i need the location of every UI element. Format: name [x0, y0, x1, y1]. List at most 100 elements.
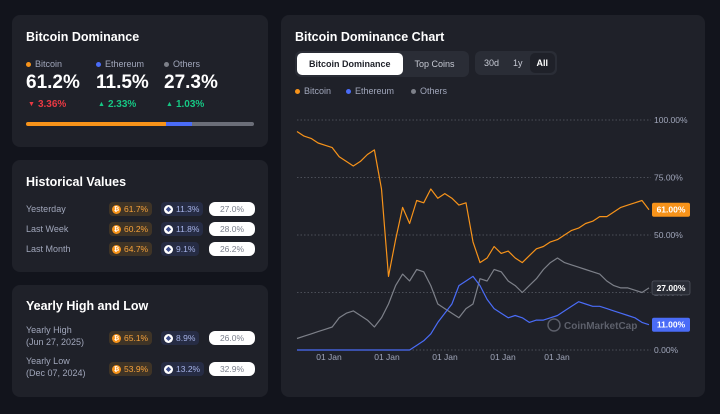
others-badge-value: 26.2% — [219, 244, 245, 254]
dominance-title: Bitcoin Dominance — [26, 30, 140, 44]
legend-ethereum: Ethereum — [96, 59, 144, 69]
dominance-bar — [26, 122, 254, 126]
others-change: ▲ 1.03% — [166, 99, 204, 110]
btc-badge: ₿ 61.7% — [109, 202, 153, 216]
btc-badge-value: 65.1% — [124, 333, 149, 343]
historical-row-label: Last Week — [26, 224, 69, 234]
eth-badge: ◆ 13.2% — [161, 362, 205, 376]
btc-badge-value: 64.7% — [124, 244, 149, 254]
ethereum-dot-icon — [346, 88, 351, 94]
chart-legend-ethereum: Ethereum — [346, 86, 394, 96]
others-badge-value: 26.0% — [219, 333, 245, 343]
others-badge-value: 32.9% — [219, 364, 245, 374]
x-tick-label: 01 Jan — [374, 352, 400, 362]
historical-row-label: Last Month — [26, 244, 71, 254]
series-line-others — [296, 257, 650, 340]
legend-bitcoin: Bitcoin — [26, 59, 62, 69]
y-tick-label: 0.00% — [654, 345, 679, 355]
eth-badge-value: 11.3% — [176, 204, 200, 214]
current-value-box — [651, 280, 691, 296]
ethereum-icon: ◆ — [164, 333, 173, 343]
current-value-box — [652, 317, 690, 332]
ethereum-icon: ◆ — [164, 364, 173, 374]
chart-legend-bitcoin: Bitcoin — [295, 86, 331, 96]
yearly-row-date: (Dec 07, 2024) — [26, 368, 86, 378]
others-dot-icon — [411, 88, 416, 94]
series-line-ethereum — [297, 275, 650, 351]
chart-legend-ethereum-label: Ethereum — [355, 86, 395, 96]
others-dot-icon — [164, 61, 169, 67]
bitcoin-icon: ₿ — [112, 364, 121, 374]
range-30d[interactable]: 30d — [484, 58, 500, 68]
bitcoin-icon: ₿ — [112, 244, 121, 254]
current-value-label-others: 27.00% — [651, 280, 691, 296]
btc-badge: ₿ 65.1% — [109, 331, 153, 345]
eth-badge-value: 8.9% — [176, 333, 196, 343]
eth-badge-value: 9.1% — [176, 244, 196, 254]
historical-panel: Historical Values Yesterday ₿ 61.7% ◆ 11.3% 2… — [12, 160, 268, 272]
legend-others: Others — [164, 59, 200, 69]
btc-badge: ₿ 60.2% — [109, 222, 153, 236]
eth-badge: ◆ 9.1% — [161, 242, 200, 256]
chart-legend-others: Others — [411, 86, 447, 96]
chart-tabs: Bitcoin Dominance Top Coins — [295, 51, 469, 77]
current-value-text: 11.00% — [657, 320, 686, 330]
tab-top-coins[interactable]: Top Coins — [414, 59, 455, 69]
dominance-bar-others — [191, 122, 254, 126]
others-badge-value: 27.0% — [219, 204, 245, 214]
coinmarketcap-logo-icon — [547, 318, 561, 332]
range-1y[interactable]: 1y — [513, 58, 523, 68]
watermark-text: CoinMarketCap — [564, 321, 637, 332]
bitcoin-icon: ₿ — [112, 224, 121, 234]
ethereum-change: ▲ 2.33% — [98, 99, 136, 110]
chart-title: Bitcoin Dominance Chart — [295, 30, 445, 44]
others-badge: 26.0% — [209, 331, 255, 345]
others-badge: 32.9% — [209, 362, 255, 376]
bitcoin-dot-icon — [295, 88, 300, 94]
triangle-down-icon: ▼ — [28, 101, 35, 108]
tab-bitcoin-dominance[interactable]: Bitcoin Dominance — [297, 53, 403, 75]
bitcoin-change-value: 3.36% — [37, 99, 67, 110]
chart-panel: Bitcoin Dominance Chart Bitcoin Dominanc… — [281, 15, 705, 397]
ethereum-icon: ◆ — [164, 224, 173, 234]
others-badge: 26.2% — [209, 242, 255, 256]
eth-badge-value: 13.2% — [176, 364, 201, 374]
current-value-text: 27.00% — [657, 283, 686, 293]
btc-badge-value: 61.7% — [124, 204, 149, 214]
historical-row-label: Yesterday — [26, 204, 66, 214]
dominance-chart[interactable]: CoinMarketCap 01 Jan 01 Jan 01 Jan 01 Jan 01… — [281, 15, 705, 397]
dominance-bar-ethereum — [165, 122, 192, 126]
series-line-bitcoin — [296, 130, 650, 277]
y-tick-label: 50.00% — [654, 230, 683, 240]
others-dominance-value: 27.3% — [164, 72, 218, 93]
x-tick-label: 01 Jan — [316, 352, 342, 362]
y-tick-label: 100.00% — [654, 115, 688, 125]
yearly-panel: Yearly High and Low Yearly High (Jun 27, … — [12, 285, 268, 397]
dominance-bar-bitcoin — [26, 122, 166, 126]
btc-badge: ₿ 53.9% — [109, 362, 153, 376]
yearly-row-date: (Jun 27, 2025) — [26, 337, 85, 347]
x-tick-label: 01 Jan — [544, 352, 570, 362]
eth-badge: ◆ 11.8% — [161, 222, 204, 236]
eth-badge-value: 11.8% — [176, 224, 200, 234]
bitcoin-icon: ₿ — [112, 333, 121, 343]
triangle-up-icon: ▲ — [166, 101, 173, 108]
ethereum-icon: ◆ — [164, 204, 173, 214]
ethereum-change-value: 2.33% — [107, 99, 137, 110]
btc-badge-value: 53.9% — [124, 364, 149, 374]
bitcoin-dominance-value: 61.2% — [26, 72, 80, 93]
others-badge: 28.0% — [209, 222, 255, 236]
legend-others-label: Others — [173, 59, 201, 69]
legend-bitcoin-label: Bitcoin — [35, 59, 63, 69]
yearly-row-label: Yearly High — [26, 325, 72, 335]
yearly-title: Yearly High and Low — [26, 299, 149, 313]
others-change-value: 1.03% — [175, 99, 205, 110]
bitcoin-icon: ₿ — [112, 204, 121, 214]
range-selector: 30d 1y All — [475, 51, 558, 75]
current-value-text: 61.00% — [657, 205, 686, 215]
current-value-label-eth: 11.00% — [652, 317, 690, 332]
watermark: CoinMarketCap — [547, 318, 637, 332]
ethereum-icon: ◆ — [164, 244, 173, 254]
others-badge-value: 28.0% — [219, 224, 245, 234]
range-all[interactable]: All — [529, 53, 556, 73]
